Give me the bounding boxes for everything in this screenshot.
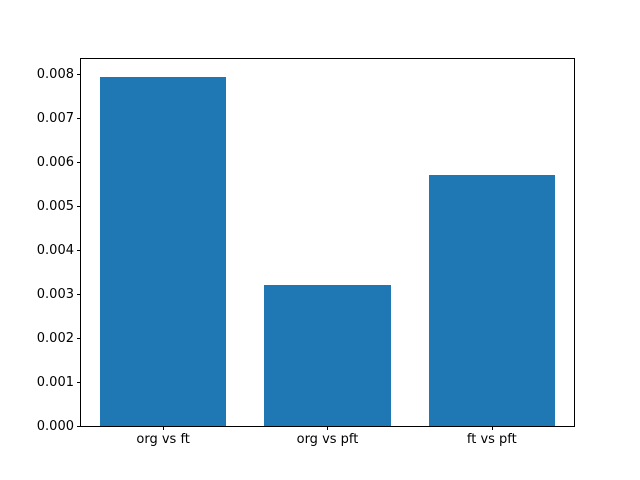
y-tick-label: 0.000	[36, 418, 74, 434]
x-tick-mark	[491, 426, 493, 430]
x-tick-mark	[163, 426, 165, 430]
y-tick-label: 0.006	[36, 154, 74, 170]
y-tick-label: 0.007	[36, 110, 74, 126]
x-tick-label: org vs ft	[136, 432, 190, 447]
bar-slot-org-vs-pft: org vs pft	[245, 59, 409, 446]
y-tick-label: 0.004	[36, 242, 74, 258]
y-tick-label: 0.003	[36, 286, 74, 302]
plot-area: 0.000 0.001 0.002 0.003 0.004 0.005 0.006 0.007…	[37, 58, 575, 446]
y-tick-label: 0.001	[36, 374, 74, 390]
bar-slot-org-vs-ft: org vs ft	[81, 59, 245, 446]
y-tick-label: 0.005	[36, 198, 74, 214]
x-tick-label: org vs pft	[296, 432, 359, 447]
bar-ft-vs-pft	[428, 174, 556, 426]
y-tick-label: 0.008	[36, 66, 74, 82]
bars-container: org vs ft org vs pft ft vs pft	[81, 59, 574, 446]
y-tick-label: 0.002	[36, 330, 74, 346]
bar-slot-ft-vs-pft: ft vs pft	[410, 59, 574, 446]
x-tick-mark	[327, 426, 329, 430]
x-tick-label: ft vs pft	[466, 432, 517, 447]
bar-org-vs-pft	[264, 285, 391, 426]
bar-org-vs-ft	[99, 76, 227, 426]
